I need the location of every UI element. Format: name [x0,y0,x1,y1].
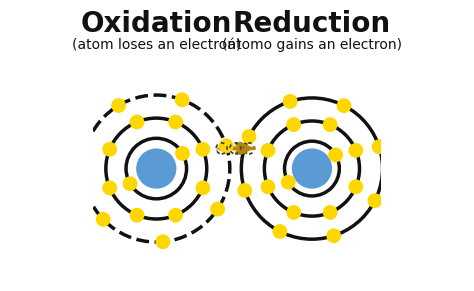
Circle shape [273,225,286,238]
Circle shape [176,147,189,160]
Circle shape [137,150,175,187]
Circle shape [337,99,350,112]
Circle shape [211,203,224,215]
Circle shape [103,182,116,194]
Text: (atom loses an electron): (atom loses an electron) [72,38,241,52]
Circle shape [156,235,169,248]
Circle shape [328,229,340,242]
Circle shape [243,130,255,143]
Circle shape [131,116,143,128]
Circle shape [97,213,109,226]
Circle shape [77,152,90,165]
Circle shape [124,177,137,190]
Circle shape [349,144,362,157]
Circle shape [169,116,182,128]
Circle shape [262,144,274,157]
Circle shape [262,180,274,193]
Circle shape [324,118,337,131]
Circle shape [287,206,300,219]
Circle shape [287,118,300,131]
Text: Reduction: Reduction [233,10,391,38]
Circle shape [112,99,125,112]
Circle shape [103,143,116,156]
Circle shape [131,209,143,221]
Circle shape [169,209,182,221]
Circle shape [197,182,209,194]
Circle shape [282,176,294,189]
Circle shape [329,148,342,161]
Circle shape [293,150,331,187]
Circle shape [284,95,296,108]
Circle shape [220,139,233,152]
Circle shape [176,93,189,106]
Circle shape [368,194,381,207]
Text: Oxidation: Oxidation [81,10,232,38]
Circle shape [324,206,337,219]
Circle shape [373,140,385,153]
Circle shape [197,143,209,156]
Text: (átomo gains an electron): (átomo gains an electron) [222,38,402,52]
Circle shape [238,184,251,197]
Circle shape [349,180,362,193]
